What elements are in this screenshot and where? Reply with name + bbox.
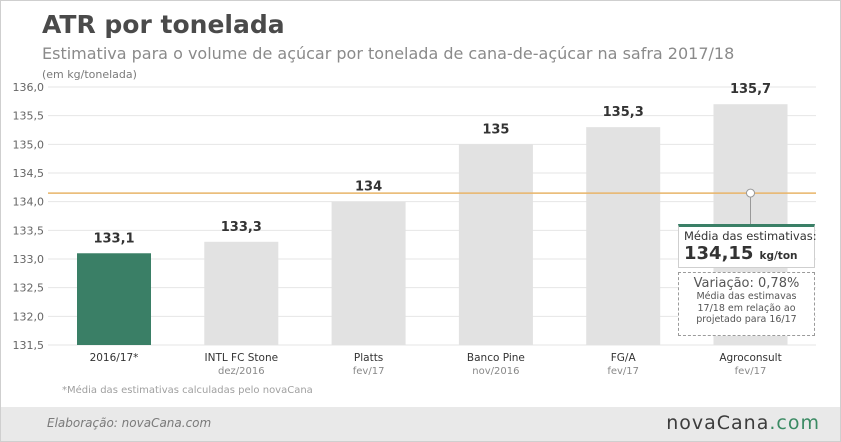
x-category-label: Banco Pine [467,352,525,364]
x-date-label: nov/2016 [472,366,519,377]
chart-title: ATR por tonelada [42,10,285,39]
unit-label: (em kg/tonelada) [42,68,137,81]
y-tick-label: 132,5 [13,282,45,295]
logo-part-cana: Cana [716,412,770,434]
y-tick-label: 131,5 [13,339,45,352]
x-category-label: FG/A [611,352,637,364]
bar-value-label: 135 [482,122,509,137]
variation-callout: Variação: 0,78% Média das estimavas 17/1… [678,272,815,336]
average-unit: kg/ton [759,250,798,262]
bar-value-label: 134 [355,180,382,195]
average-callout: Média das estimativas: 134,15 kg/ton [678,224,817,268]
bar [331,201,406,345]
x-category-label: 2016/17* [90,352,139,364]
logo-part-com: .com [769,412,820,434]
y-tick-label: 135,5 [13,110,45,123]
footer-bar: Elaboração: novaCana.com novaCana.com [1,407,840,441]
bar [586,127,661,345]
novacana-logo: novaCana.com [666,412,820,434]
footnote: *Média das estimativas calculadas pelo n… [62,385,313,396]
y-tick-label: 132,0 [13,310,45,323]
variation-title: Variação: 0,78% [693,276,800,291]
variation-description: Média das estimavas 17/18 em relação ao … [696,291,797,325]
x-date-label: fev/17 [735,366,767,377]
bar-value-label: 133,1 [93,231,134,246]
y-tick-label: 133,5 [13,224,45,237]
x-date-label: fev/17 [353,366,385,377]
bar [458,144,533,345]
y-tick-label: 135,0 [13,138,45,151]
average-value: 134,15 [684,243,754,264]
y-tick-label: 134,5 [13,167,45,180]
bar-value-label: 135,7 [730,82,771,97]
x-date-label: dez/2016 [218,366,265,377]
chart-subtitle: Estimativa para o volume de açúcar por t… [42,44,735,63]
bar-value-label: 133,3 [221,220,262,235]
bar [77,253,151,345]
logo-part-nova: nova [666,412,717,434]
bar-value-label: 135,3 [603,105,644,120]
credit-text: Elaboração: novaCana.com [47,416,212,430]
y-tick-label: 134,0 [13,196,45,209]
y-tick-label: 136,0 [13,81,45,94]
x-category-label: Agroconsult [719,352,781,364]
bar [204,241,279,345]
x-category-label: Platts [354,352,383,364]
x-category-label: INTL FC Stone [205,352,279,364]
average-marker [746,188,755,198]
average-label: Média das estimativas: [684,229,817,243]
y-tick-label: 133,0 [13,253,45,266]
x-date-label: fev/17 [607,366,639,377]
